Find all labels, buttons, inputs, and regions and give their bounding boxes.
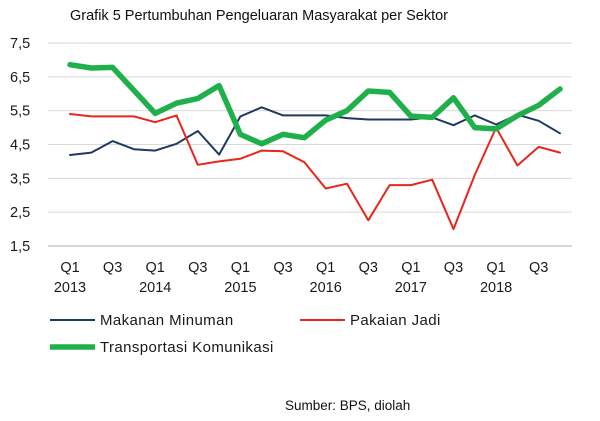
x-axis-ticks: Q1 2013 Q3 Q1 2014 Q3 Q1 2015 Q3 Q1 2016 Q3 Q1 2017 Q3…	[54, 260, 549, 296]
source-note: Sumber: BPS, diolah	[285, 398, 411, 413]
x-tick-year: 2013	[54, 280, 86, 296]
y-tick-label: 2,5	[10, 205, 30, 221]
legend-label: Transportasi Komunikasi	[100, 339, 274, 356]
x-tick-quarter: Q1	[231, 260, 250, 276]
y-tick-label: 6,5	[10, 70, 30, 86]
series-lines	[67, 61, 563, 231]
y-tick-label: 4,5	[10, 138, 30, 154]
series-line-pakaian-jadi	[69, 113, 561, 231]
x-tick-year: 2018	[480, 280, 512, 296]
series-line-transportasi-komunikasi	[67, 61, 563, 147]
x-tick-quarter: Q3	[273, 260, 292, 276]
x-tick-quarter: Q3	[529, 260, 548, 276]
legend: Makanan Minuman Pakaian Jadi Transportasi …	[50, 312, 441, 356]
x-tick-quarter: Q3	[103, 260, 122, 276]
y-axis-ticks: 7,5 6,5 5,5 4,5 3,5 2,5 1,5	[10, 36, 30, 255]
x-tick-quarter: Q1	[316, 260, 335, 276]
x-tick-year: 2016	[310, 280, 342, 296]
legend-label: Pakaian Jadi	[350, 312, 441, 329]
x-tick-quarter: Q1	[60, 260, 79, 276]
y-tick-label: 3,5	[10, 171, 30, 187]
y-tick-label: 1,5	[10, 239, 30, 255]
legend-label: Makanan Minuman	[100, 312, 234, 329]
x-tick-year: 2014	[139, 280, 171, 296]
chart-title: Grafik 5 Pertumbuhan Pengeluaran Masyara…	[70, 8, 449, 24]
x-tick-quarter: Q1	[401, 260, 420, 276]
x-tick-quarter: Q3	[359, 260, 378, 276]
x-tick-quarter: Q3	[188, 260, 207, 276]
x-tick-quarter: Q3	[444, 260, 463, 276]
y-tick-label: 7,5	[10, 36, 30, 52]
gridlines	[48, 42, 572, 213]
series-line-makanan-minuman	[69, 106, 561, 156]
x-tick-year: 2017	[395, 280, 427, 296]
x-tick-quarter: Q1	[146, 260, 165, 276]
x-tick-quarter: Q1	[486, 260, 505, 276]
y-tick-label: 5,5	[10, 104, 30, 120]
x-tick-year: 2015	[224, 280, 256, 296]
